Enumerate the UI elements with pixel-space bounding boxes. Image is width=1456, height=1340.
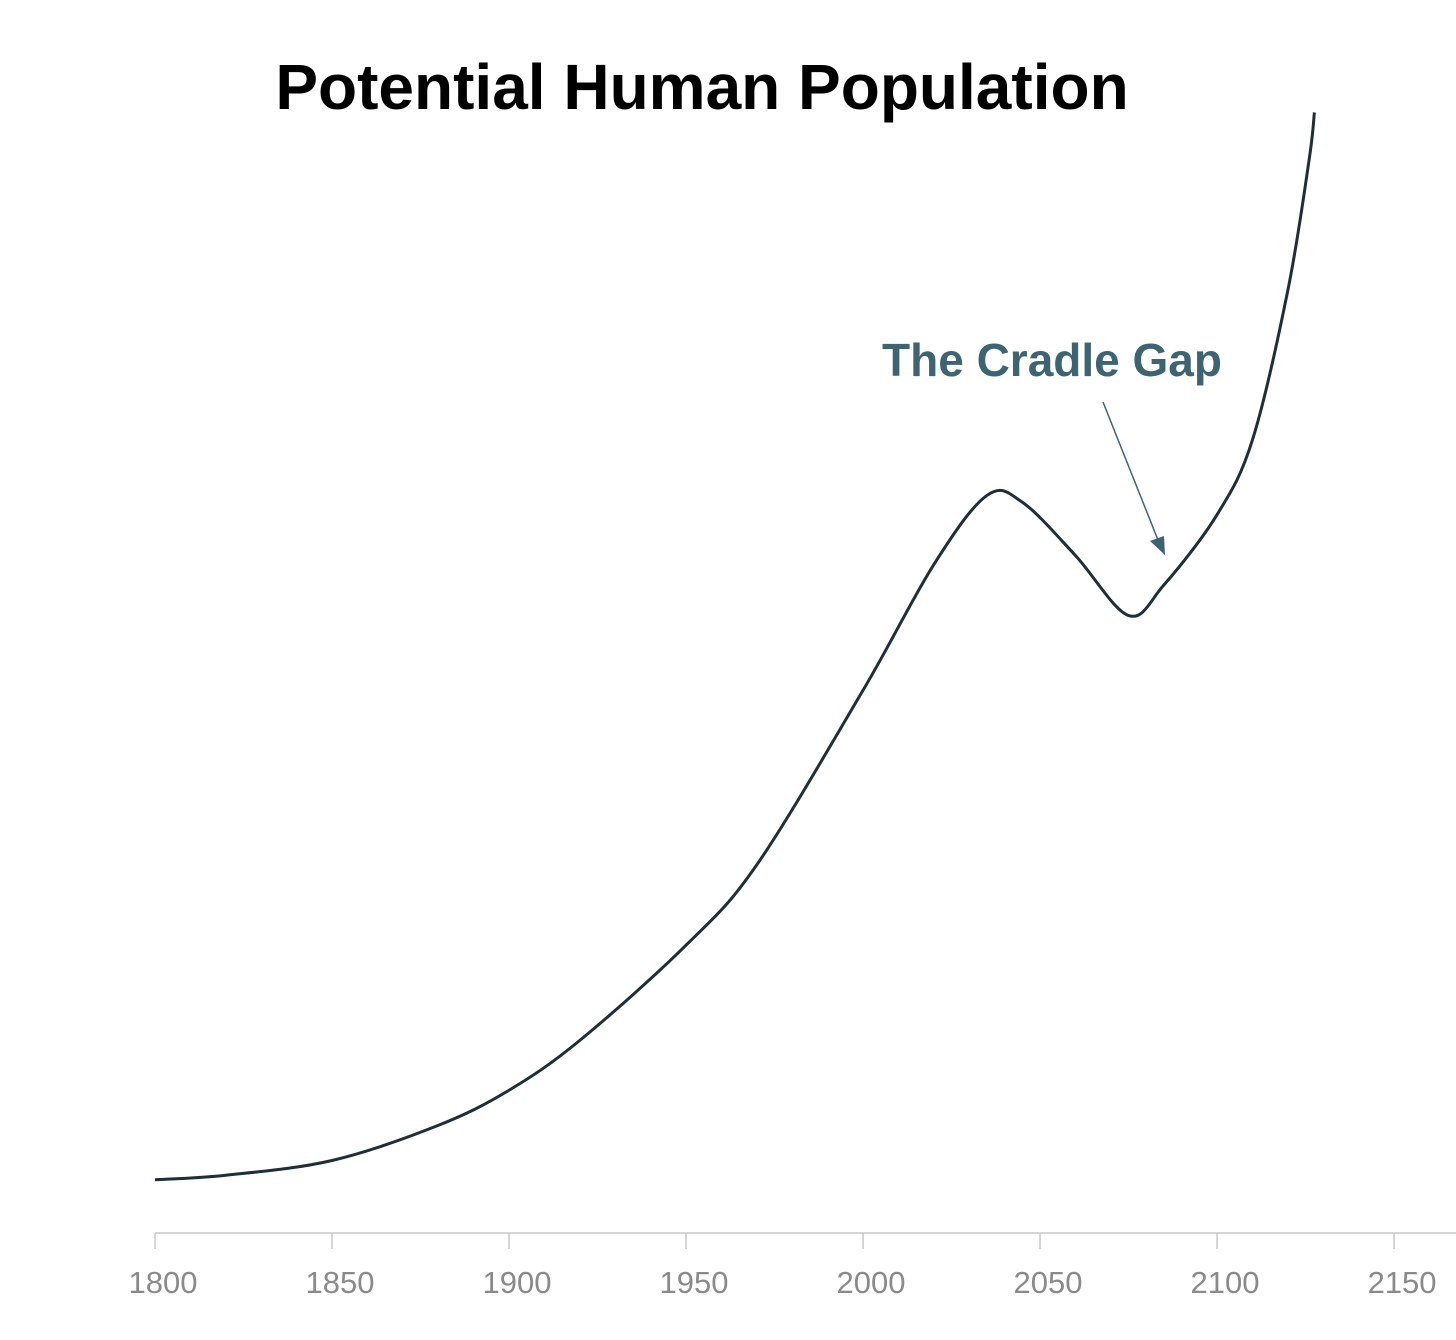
annotation-arrow [1102,401,1159,541]
x-tick-label: 2100 [1191,1265,1260,1300]
x-tick-label: 1850 [306,1265,375,1300]
x-tick-label: 1900 [483,1265,552,1300]
x-tick-label: 1800 [129,1265,198,1300]
chart-title: Potential Human Population [275,51,1128,123]
x-tick-label: 2050 [1014,1265,1083,1300]
annotation-arrowhead [1150,536,1165,555]
x-tick-label: 2150 [1368,1265,1437,1300]
line [154,112,1316,1182]
x-tick-label: 1950 [660,1265,729,1300]
x-tick-label: 2000 [837,1265,906,1300]
annotation: The Cradle Gap [882,334,1222,386]
